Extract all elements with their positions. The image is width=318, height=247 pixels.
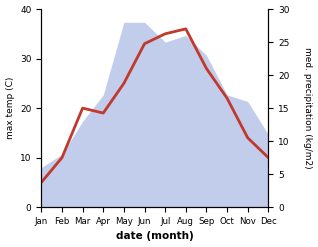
Y-axis label: max temp (C): max temp (C) <box>5 77 15 139</box>
Y-axis label: med. precipitation (kg/m2): med. precipitation (kg/m2) <box>303 47 313 169</box>
X-axis label: date (month): date (month) <box>116 231 194 242</box>
